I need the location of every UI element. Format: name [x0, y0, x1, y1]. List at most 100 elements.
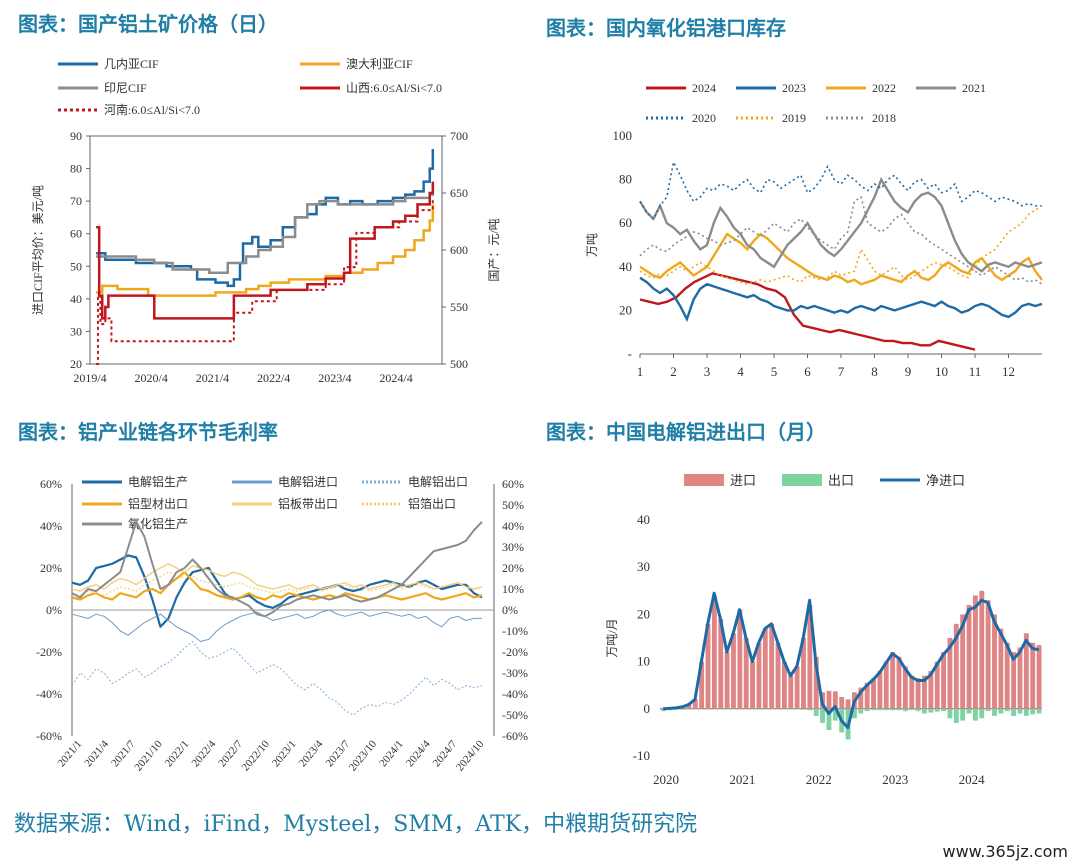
- import-bar: [801, 638, 806, 709]
- alumina-port-inventory-chart: 2024 2023 2022 2021 2020 2019 2018 - 20 40 60 80 100…: [585, 81, 1043, 379]
- y2-tick-label: 50%: [502, 498, 524, 512]
- legend-label-2: 2022: [872, 81, 896, 95]
- x-tick-label: 2020/4: [135, 371, 168, 385]
- import-bar: [807, 604, 813, 709]
- export-bar: [801, 708, 806, 710]
- import-bar: [813, 656, 819, 709]
- legend-label-3: 铝型材出口: [128, 496, 188, 511]
- export-bar: [883, 708, 889, 711]
- export-bar: [947, 708, 953, 719]
- x-tick-label: 2023/1: [270, 738, 299, 769]
- y-tick-label: 0%: [46, 603, 62, 617]
- export-bar: [871, 708, 876, 711]
- x-tick-label: 2022/4: [257, 371, 290, 385]
- import-bar: [953, 623, 959, 709]
- import-bar: [902, 666, 908, 709]
- y2-tick-label: -10%: [502, 624, 528, 638]
- legend-swatch-export: [782, 474, 822, 486]
- export-bar: [1011, 708, 1017, 716]
- y-tick-label: -60%: [36, 729, 62, 743]
- import-bar: [743, 638, 749, 709]
- export-bar: [807, 708, 813, 711]
- y2-tick-label: -40%: [502, 687, 528, 701]
- import-bar: [966, 604, 972, 709]
- export-bar: [966, 708, 972, 714]
- x-tick-label: 1: [637, 364, 644, 379]
- x-tick-label: 2022/10: [240, 738, 273, 774]
- import-bar: [915, 678, 921, 709]
- legend-label-3: 山西:6.0≤Al/Si<7.0: [346, 81, 442, 95]
- x-tick-label: 2024/4: [379, 371, 412, 385]
- series-line-4: [96, 198, 434, 365]
- y2-tick-label: 500: [450, 357, 468, 371]
- y-tick-label: 30: [637, 559, 650, 574]
- y-tick-label: -10: [633, 748, 650, 763]
- import-bar: [692, 699, 698, 709]
- import-bar: [909, 675, 915, 709]
- y-tick-label: 30: [70, 324, 82, 338]
- legend-label-1: 电解铝进口: [278, 474, 338, 489]
- series-line-0: [96, 149, 435, 288]
- y-tick-label: 20: [637, 606, 650, 621]
- export-bar: [909, 708, 915, 711]
- export-bar: [864, 708, 870, 712]
- import-bar: [1017, 647, 1023, 709]
- series-line-2018: [639, 195, 1043, 285]
- y-tick-label: 60%: [40, 477, 62, 491]
- x-tick-label: 2021/4: [82, 738, 111, 770]
- legend-label-net: 净进口: [926, 473, 965, 488]
- y-tick-label: 80: [70, 162, 82, 176]
- legend-label-0: 2024: [692, 81, 716, 95]
- net-import-line: [663, 591, 1040, 730]
- x-tick-label: 2020: [653, 772, 679, 787]
- legend-label-5: 2019: [782, 111, 806, 125]
- x-tick-label: 10: [935, 364, 948, 379]
- y2-tick-label: 40%: [502, 519, 524, 533]
- import-bar: [832, 691, 838, 709]
- legend-label-4: 河南:6.0≤Al/Si<7.0: [104, 102, 200, 117]
- import-bar: [941, 652, 946, 709]
- series-line-0: [71, 554, 483, 628]
- chart4-title: 图表：中国电解铝进出口（月）: [546, 420, 826, 444]
- series-line-2: [96, 191, 435, 275]
- export-bar: [890, 708, 896, 711]
- x-tick-label: 2021/4: [196, 371, 229, 385]
- x-tick-label: 2024: [959, 772, 986, 787]
- import-bar: [890, 652, 896, 709]
- import-bar: [762, 628, 768, 709]
- legend-label-import: 进口: [730, 473, 756, 488]
- import-bar: [737, 609, 743, 709]
- y2-tick-label: -30%: [502, 666, 528, 680]
- y-tick-label: 60: [619, 215, 632, 230]
- import-bar: [826, 690, 832, 709]
- y2-axis-label: 国产：元/吨: [487, 218, 501, 281]
- import-bar: [1030, 642, 1036, 709]
- legend-swatch-import: [684, 474, 724, 486]
- y-tick-label: -20%: [36, 645, 62, 659]
- export-bar: [934, 708, 940, 712]
- import-bar: [718, 619, 724, 709]
- y-axis-label: 进口CIF平均价：美元/吨: [31, 185, 45, 315]
- import-bar: [928, 671, 934, 709]
- y-axis-label: 万吨/月: [605, 618, 619, 657]
- y2-tick-label: 60%: [502, 477, 524, 491]
- legend-label-4: 2020: [692, 111, 716, 125]
- import-bar: [947, 638, 953, 709]
- data-source-note: 数据来源：Wind，iFind，Mysteel，SMM，ATK，中粮期货研究院: [14, 812, 698, 837]
- y-tick-label: 70: [70, 194, 82, 208]
- export-bar: [813, 708, 819, 716]
- x-tick-label: 2024/4: [404, 738, 433, 770]
- import-bar: [979, 590, 985, 709]
- chart1-title: 图表：国产铝土矿价格（日）: [18, 12, 278, 36]
- export-bar: [979, 708, 985, 719]
- export-bar: [998, 708, 1004, 714]
- y-tick-label: 20%: [40, 561, 62, 575]
- legend-label-6: 2018: [872, 111, 896, 125]
- export-bar: [953, 708, 959, 723]
- export-bar: [915, 708, 921, 712]
- y-tick-label: 90: [70, 129, 82, 143]
- legend-label-6: 氧化铝生产: [128, 516, 188, 531]
- import-bar: [769, 623, 775, 709]
- series-line-2023: [639, 276, 1043, 323]
